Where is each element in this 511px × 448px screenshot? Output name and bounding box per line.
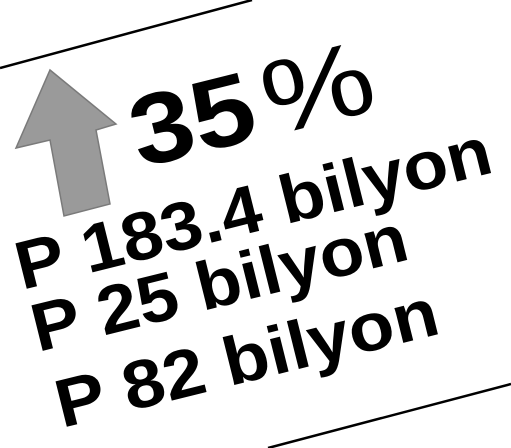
border-line-top xyxy=(0,0,253,70)
percent-symbol: % xyxy=(250,19,387,159)
up-arrow xyxy=(14,68,118,217)
border-line-bottom xyxy=(267,382,511,448)
